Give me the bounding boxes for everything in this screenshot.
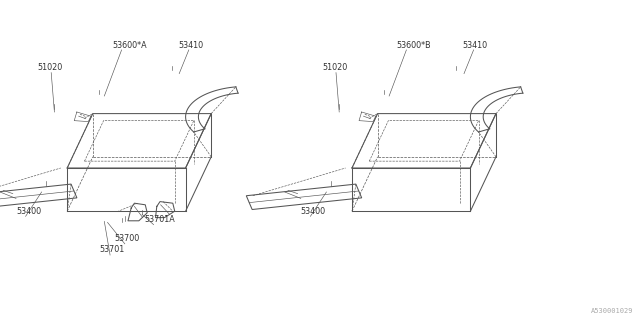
Text: 53400: 53400 bbox=[301, 207, 326, 216]
Text: 53701: 53701 bbox=[99, 245, 124, 254]
Text: 53410: 53410 bbox=[178, 41, 203, 50]
Text: 51020: 51020 bbox=[37, 63, 62, 72]
Text: 53700: 53700 bbox=[114, 234, 139, 243]
Text: 53600*A: 53600*A bbox=[112, 41, 147, 50]
Text: 53410: 53410 bbox=[463, 41, 488, 50]
Text: 53400: 53400 bbox=[16, 207, 41, 216]
Text: 53600*B: 53600*B bbox=[397, 41, 431, 50]
Text: 53701A: 53701A bbox=[144, 215, 175, 224]
Text: A530001029: A530001029 bbox=[591, 308, 634, 314]
Text: 51020: 51020 bbox=[322, 63, 347, 72]
